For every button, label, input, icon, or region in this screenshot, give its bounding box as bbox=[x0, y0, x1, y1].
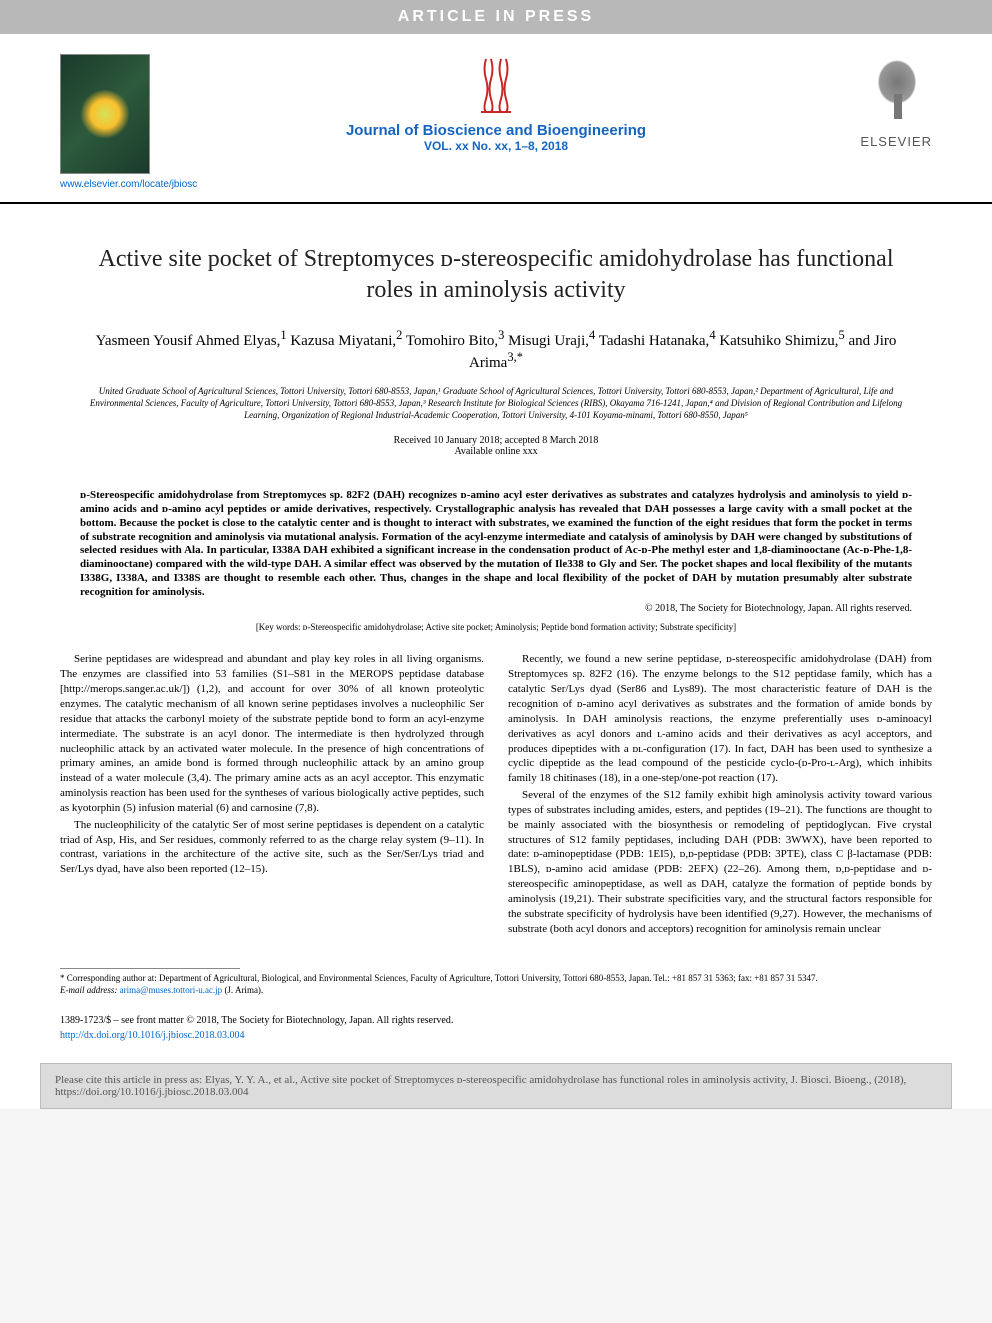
copyright-line: © 2018, The Society for Biotechnology, J… bbox=[0, 603, 992, 622]
author-list: Yasmeen Yousif Ahmed Elyas,1 Kazusa Miya… bbox=[80, 328, 912, 372]
corr-email-link[interactable]: arima@muses.tottori-u.ac.jp bbox=[120, 985, 223, 995]
elsevier-logo-icon bbox=[862, 54, 932, 134]
corr-author-text: * Corresponding author at: Department of… bbox=[60, 973, 932, 985]
journal-volume: VOL. xx No. xx, 1–8, 2018 bbox=[160, 139, 832, 153]
journal-logo-icon bbox=[471, 54, 521, 114]
journal-site-link[interactable]: www.elsevier.com/locate/jbiosc bbox=[60, 179, 197, 190]
body-columns: Serine peptidases are widespread and abu… bbox=[0, 652, 992, 958]
body-paragraph: Recently, we found a new serine peptidas… bbox=[508, 652, 932, 786]
article-dates: Received 10 January 2018; accepted 8 Mar… bbox=[80, 435, 912, 457]
received-date: Received 10 January 2018; accepted 8 Mar… bbox=[394, 435, 599, 446]
body-paragraph: The nucleophilicity of the catalytic Ser… bbox=[60, 818, 484, 877]
right-column: Recently, we found a new serine peptidas… bbox=[508, 652, 932, 938]
journal-name: Journal of Bioscience and Bioengineering bbox=[160, 122, 832, 139]
corresponding-author-footnote: * Corresponding author at: Department of… bbox=[0, 969, 992, 1006]
article-title: Active site pocket of Streptomyces ᴅ-ste… bbox=[80, 244, 912, 306]
body-paragraph: Several of the enzymes of the S12 family… bbox=[508, 788, 932, 936]
journal-cover-image bbox=[60, 54, 150, 174]
email-label: E-mail address: bbox=[60, 985, 117, 995]
corr-email-name: (J. Arima). bbox=[224, 985, 263, 995]
abstract-text: ᴅ-Stereospecific amidohydrolase from Str… bbox=[0, 477, 992, 603]
affiliations: United Graduate School of Agricultural S… bbox=[80, 386, 912, 421]
issn-copyright-line: 1389-1723/$ – see front matter © 2018, T… bbox=[0, 1007, 992, 1030]
citation-box: Please cite this article in press as: El… bbox=[40, 1063, 952, 1109]
online-date: Available online xxx bbox=[454, 446, 537, 457]
article-in-press-banner: ARTICLE IN PRESS bbox=[0, 0, 992, 34]
keywords-line: [Key words: ᴅ-Stereospecific amidohydrol… bbox=[0, 622, 992, 652]
left-column: Serine peptidases are widespread and abu… bbox=[60, 652, 484, 938]
journal-cover-block: www.elsevier.com/locate/jbiosc bbox=[60, 54, 160, 192]
journal-header: www.elsevier.com/locate/jbiosc Journal o… bbox=[0, 34, 992, 204]
publisher-name: ELSEVIER bbox=[832, 134, 932, 149]
doi-link[interactable]: http://dx.doi.org/10.1016/j.jbiosc.2018.… bbox=[60, 1030, 245, 1041]
body-paragraph: Serine peptidases are widespread and abu… bbox=[60, 652, 484, 815]
